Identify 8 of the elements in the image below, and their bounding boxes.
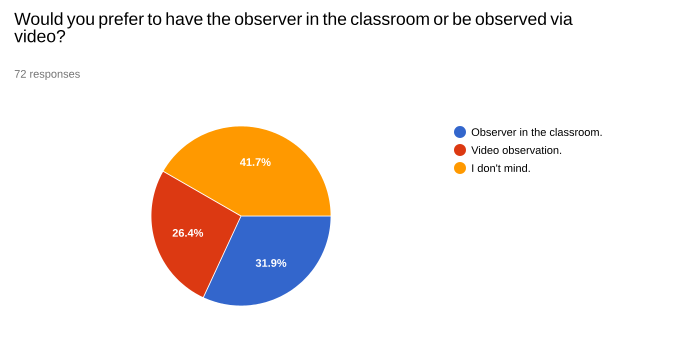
data-label: 26.4% xyxy=(172,229,204,237)
legend-label: I don't mind. xyxy=(472,164,530,172)
legend-label: Video observation. xyxy=(471,146,562,154)
legend-label: Observer in the classroom. xyxy=(472,128,602,136)
data-label: 31.9% xyxy=(256,259,286,267)
chart-title: Would you prefer to have the observer in the classroom or be observed via video? xyxy=(14,12,573,42)
text: 72 responses xyxy=(14,70,80,80)
data-label: 41.7% xyxy=(240,158,271,166)
